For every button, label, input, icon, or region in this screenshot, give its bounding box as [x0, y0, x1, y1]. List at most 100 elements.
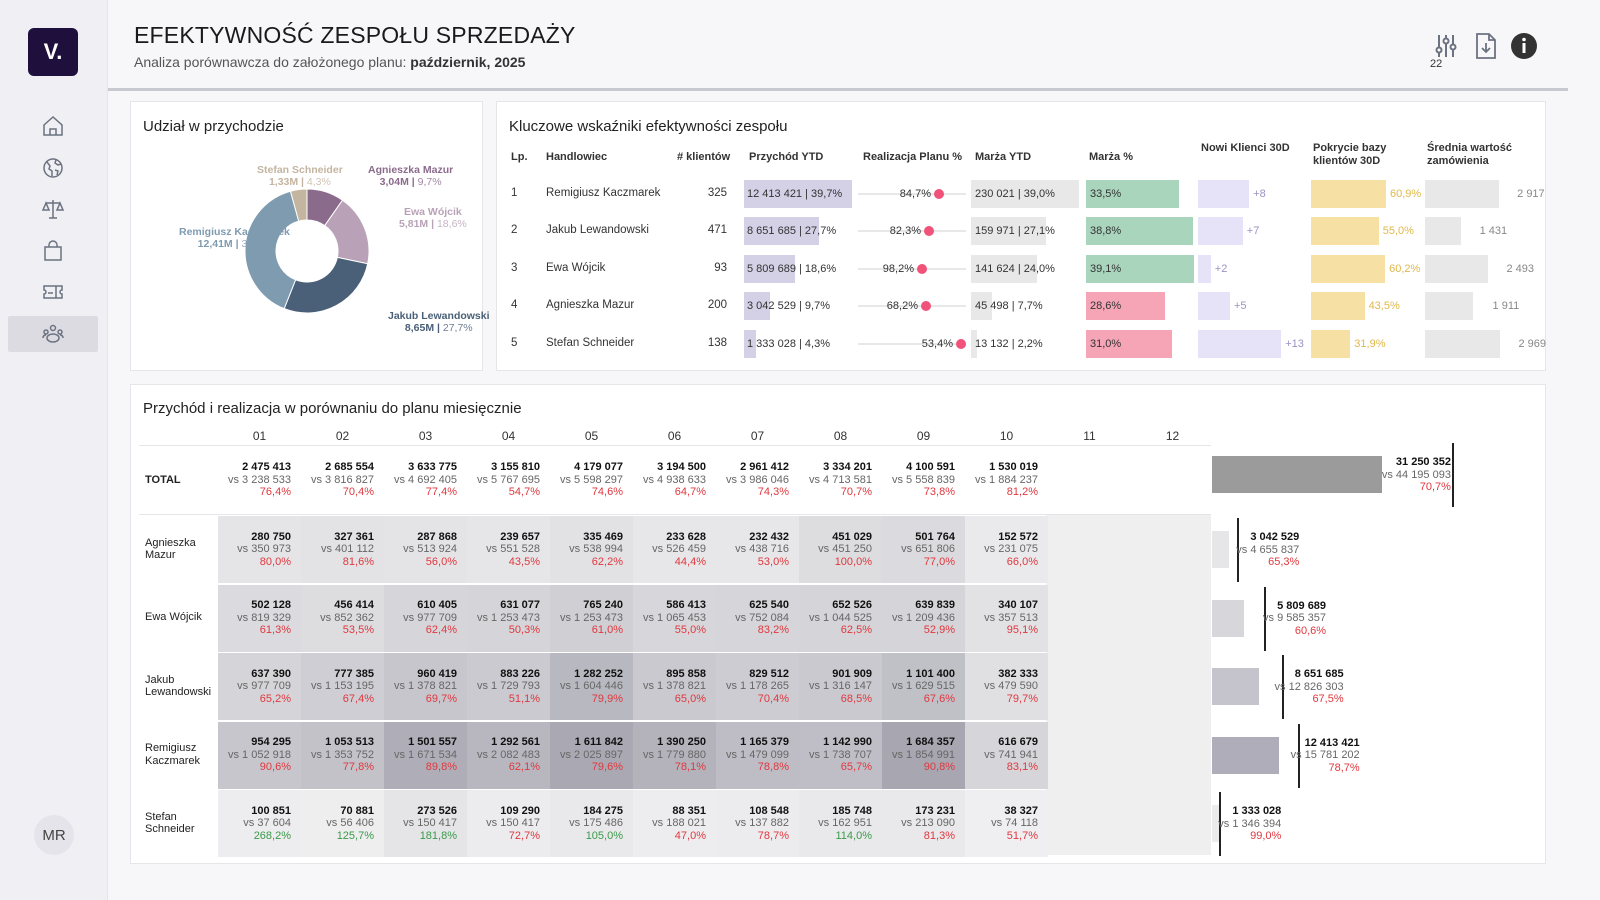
- pie-slice-remigiusz-kaczmarek[interactable]: [244, 190, 300, 310]
- month-cell[interactable]: 1 684 357 vs 1 854 991 90,8%: [882, 721, 965, 789]
- month-cell[interactable]: 38 327 vs 74 118 51,7%: [965, 790, 1048, 857]
- month-cell[interactable]: 2 685 554 vs 3 816 827 70,4%: [301, 447, 384, 513]
- month-cell[interactable]: 502 128 vs 819 329 61,3%: [218, 584, 301, 652]
- month-cell[interactable]: 586 413 vs 1 065 453 55,0%: [633, 584, 716, 652]
- month-cell[interactable]: 382 333 vs 479 590 79,7%: [965, 653, 1048, 720]
- month-cell[interactable]: 280 750 vs 350 973 80,0%: [218, 516, 301, 583]
- month-cell[interactable]: 765 240 vs 1 253 473 61,0%: [550, 584, 633, 652]
- month-header[interactable]: 12: [1165, 429, 1180, 443]
- logo[interactable]: V.: [28, 28, 78, 76]
- download-file-icon[interactable]: [1472, 32, 1500, 60]
- kpi-row[interactable]: 4 Agnieszka Mazur 200 3 042 529 | 9,7% 68,2%…: [497, 292, 1547, 321]
- month-cell[interactable]: 2 961 412 vs 3 986 046 74,3%: [716, 447, 799, 513]
- month-cell[interactable]: 3 334 201 vs 4 713 581 70,7%: [799, 447, 882, 513]
- month-header[interactable]: 11: [1083, 429, 1096, 443]
- kpi-header[interactable]: Handlowiec: [546, 151, 608, 163]
- filter-sliders-icon[interactable]: [1432, 32, 1460, 60]
- month-header[interactable]: 02: [335, 429, 350, 443]
- month-cell[interactable]: 1 501 557 vs 1 671 534 89,8%: [384, 721, 467, 789]
- pie-slice-stefan-schneider[interactable]: [289, 188, 308, 222]
- month-cell[interactable]: 777 385 vs 1 153 195 67,4%: [301, 653, 384, 720]
- month-cell[interactable]: 3 194 500 vs 4 938 633 64,7%: [633, 447, 716, 513]
- month-header[interactable]: 04: [501, 429, 516, 443]
- month-cell[interactable]: 3 155 810 vs 5 767 695 54,7%: [467, 447, 550, 513]
- month-cell[interactable]: 184 275 vs 175 486 105,0%: [550, 790, 633, 857]
- month-cell[interactable]: 88 351 vs 188 021 47,0%: [633, 790, 716, 857]
- month-cell[interactable]: 1 530 019 vs 1 884 237 81,2%: [965, 447, 1048, 513]
- sidebar-item-home[interactable]: [8, 108, 98, 144]
- month-header[interactable]: 06: [667, 429, 682, 443]
- month-cell[interactable]: 109 290 vs 150 417 72,7%: [467, 790, 550, 857]
- month-header[interactable]: 05: [584, 429, 599, 443]
- month-cell[interactable]: 1 053 513 vs 1 353 752 77,8%: [301, 721, 384, 789]
- kpi-header[interactable]: Marża %: [1089, 151, 1134, 163]
- month-cell[interactable]: 901 909 vs 1 316 147 68,5%: [799, 653, 882, 720]
- month-cell[interactable]: 233 628 vs 526 459 44,4%: [633, 516, 716, 583]
- sidebar-item-shopping-bag[interactable]: [8, 233, 98, 269]
- month-cell[interactable]: 239 657 vs 551 528 43,5%: [467, 516, 550, 583]
- month-cell[interactable]: 273 526 vs 150 417 181,8%: [384, 790, 467, 857]
- month-cell[interactable]: 883 226 vs 1 729 793 51,1%: [467, 653, 550, 720]
- month-cell[interactable]: 4 179 077 vs 5 598 297 74,6%: [550, 447, 633, 513]
- sidebar-item-team[interactable]: [8, 316, 98, 352]
- month-cell[interactable]: 185 748 vs 162 951 114,0%: [799, 790, 882, 857]
- month-cell[interactable]: 3 633 775 vs 4 692 405 77,4%: [384, 447, 467, 513]
- month-cell[interactable]: 456 414 vs 852 362 53,5%: [301, 584, 384, 652]
- kpi-header[interactable]: # klientów: [677, 151, 731, 163]
- month-cell[interactable]: 637 390 vs 977 709 65,2%: [218, 653, 301, 720]
- user-avatar[interactable]: MR: [34, 815, 74, 855]
- month-cell[interactable]: 108 548 vs 137 882 78,7%: [716, 790, 799, 857]
- month-header[interactable]: 01: [252, 429, 267, 443]
- kpi-header[interactable]: Nowi Klienci 30D: [1201, 142, 1290, 154]
- month-cell[interactable]: 287 868 vs 513 924 56,0%: [384, 516, 467, 583]
- month-header[interactable]: 09: [916, 429, 931, 443]
- kpi-row[interactable]: 1 Remigiusz Kaczmarek 325 12 413 421 | 39,7…: [497, 180, 1547, 208]
- month-cell[interactable]: 625 540 vs 752 084 83,2%: [716, 584, 799, 652]
- month-header[interactable]: 08: [833, 429, 848, 443]
- month-cell[interactable]: 652 526 vs 1 044 525 62,5%: [799, 584, 882, 652]
- month-cell[interactable]: 829 512 vs 1 178 265 70,4%: [716, 653, 799, 720]
- kpi-row[interactable]: 2 Jakub Lewandowski 471 8 651 685 | 27,7% 82…: [497, 217, 1547, 246]
- month-cell[interactable]: 895 858 vs 1 378 821 65,0%: [633, 653, 716, 720]
- month-cell[interactable]: 327 361 vs 401 112 81,6%: [301, 516, 384, 583]
- month-cell[interactable]: 173 231 vs 213 090 81,3%: [882, 790, 965, 857]
- month-cell[interactable]: 631 077 vs 1 253 473 50,3%: [467, 584, 550, 652]
- month-cell[interactable]: 1 611 842 vs 2 025 897 79,6%: [550, 721, 633, 789]
- info-icon[interactable]: [1510, 32, 1538, 60]
- month-cell[interactable]: 100 851 vs 37 604 268,2%: [218, 790, 301, 857]
- sidebar-item-globe[interactable]: [8, 150, 98, 186]
- month-cell[interactable]: 1 282 252 vs 1 604 446 79,9%: [550, 653, 633, 720]
- month-header[interactable]: 03: [418, 429, 433, 443]
- month-cell[interactable]: 232 432 vs 438 716 53,0%: [716, 516, 799, 583]
- month-cell[interactable]: 960 419 vs 1 378 821 69,7%: [384, 653, 467, 720]
- kpi-header[interactable]: Pokrycie bazy klientów 30D: [1313, 142, 1387, 167]
- month-cell[interactable]: 70 881 vs 56 406 125,7%: [301, 790, 384, 857]
- month-cell[interactable]: 501 764 vs 651 806 77,0%: [882, 516, 965, 583]
- kpi-row[interactable]: 5 Stefan Schneider 138 1 333 028 | 4,3% 53,4…: [497, 329, 1547, 358]
- month-cell[interactable]: 2 475 413 vs 3 238 533 76,4%: [218, 447, 301, 513]
- month-cell[interactable]: 639 839 vs 1 209 436 52,9%: [882, 584, 965, 652]
- month-cell[interactable]: 340 107 vs 357 513 95,1%: [965, 584, 1048, 652]
- month-cell[interactable]: 335 469 vs 538 994 62,2%: [550, 516, 633, 583]
- month-cell[interactable]: 954 295 vs 1 052 918 90,6%: [218, 721, 301, 789]
- month-cell[interactable]: 1 390 250 vs 1 779 880 78,1%: [633, 721, 716, 789]
- month-header[interactable]: 07: [750, 429, 765, 443]
- month-header[interactable]: 10: [999, 429, 1014, 443]
- sidebar-item-ticket[interactable]: [8, 274, 98, 310]
- month-cell[interactable]: 451 029 vs 451 250 100,0%: [799, 516, 882, 583]
- kpi-header[interactable]: Przychód YTD: [749, 151, 824, 163]
- sidebar-item-scale[interactable]: [8, 191, 98, 227]
- month-cell[interactable]: 152 572 vs 231 075 66,0%: [965, 516, 1048, 583]
- kpi-header[interactable]: Realizacja Planu %: [863, 151, 963, 163]
- kpi-header[interactable]: Marża YTD: [975, 151, 1032, 163]
- kpi-header[interactable]: Lp.: [511, 151, 528, 163]
- month-cell[interactable]: 1 142 990 vs 1 738 707 65,7%: [799, 721, 882, 789]
- month-cell[interactable]: 1 165 379 vs 1 479 099 78,8%: [716, 721, 799, 789]
- month-cell[interactable]: 4 100 591 vs 5 558 839 73,8%: [882, 447, 965, 513]
- kpi-row[interactable]: 3 Ewa Wójcik 93 5 809 689 | 18,6% 98,2% 141 6…: [497, 254, 1547, 283]
- month-cell[interactable]: 616 679 vs 741 941 83,1%: [965, 721, 1048, 789]
- month-cell[interactable]: 1 292 561 vs 2 082 483 62,1%: [467, 721, 550, 789]
- month-cell[interactable]: 1 101 400 vs 1 629 515 67,6%: [882, 653, 965, 720]
- month-cell[interactable]: 610 405 vs 977 709 62,4%: [384, 584, 467, 652]
- kpi-header[interactable]: Średnia wartość zamówienia: [1427, 142, 1512, 167]
